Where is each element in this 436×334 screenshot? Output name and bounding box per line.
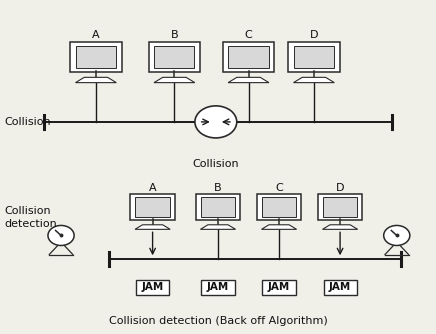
Text: JAM: JAM [268, 282, 290, 292]
FancyBboxPatch shape [262, 280, 296, 295]
FancyBboxPatch shape [70, 42, 122, 71]
FancyBboxPatch shape [223, 42, 274, 71]
Polygon shape [75, 77, 116, 82]
FancyBboxPatch shape [294, 45, 334, 68]
Polygon shape [228, 77, 269, 82]
Text: Collision
detection: Collision detection [4, 205, 57, 229]
Text: JAM: JAM [141, 282, 164, 292]
Polygon shape [154, 77, 195, 82]
FancyBboxPatch shape [262, 197, 296, 217]
Text: JAM: JAM [207, 282, 229, 292]
Text: B: B [214, 182, 222, 192]
FancyBboxPatch shape [154, 45, 194, 68]
FancyBboxPatch shape [324, 280, 357, 295]
Circle shape [384, 225, 410, 245]
Text: A: A [149, 182, 157, 192]
FancyBboxPatch shape [130, 194, 175, 220]
Text: Collision detection (Back off Algorithm): Collision detection (Back off Algorithm) [109, 316, 327, 326]
Text: Collision: Collision [193, 159, 239, 169]
Circle shape [195, 106, 237, 138]
Text: C: C [245, 30, 252, 40]
FancyBboxPatch shape [76, 45, 116, 68]
FancyBboxPatch shape [201, 197, 235, 217]
FancyBboxPatch shape [228, 45, 269, 68]
Text: JAM: JAM [329, 282, 351, 292]
FancyBboxPatch shape [136, 280, 169, 295]
FancyBboxPatch shape [149, 42, 200, 71]
Text: D: D [310, 30, 318, 40]
Polygon shape [262, 225, 296, 229]
Text: A: A [92, 30, 100, 40]
FancyBboxPatch shape [288, 42, 340, 71]
FancyBboxPatch shape [318, 194, 362, 220]
FancyBboxPatch shape [257, 194, 301, 220]
Text: B: B [170, 30, 178, 40]
FancyBboxPatch shape [201, 280, 235, 295]
Polygon shape [135, 225, 170, 229]
Polygon shape [293, 77, 334, 82]
Circle shape [48, 225, 74, 245]
FancyBboxPatch shape [196, 194, 240, 220]
FancyBboxPatch shape [323, 197, 358, 217]
Polygon shape [323, 225, 358, 229]
Text: D: D [336, 182, 344, 192]
FancyBboxPatch shape [135, 197, 170, 217]
Text: C: C [275, 182, 283, 192]
Polygon shape [201, 225, 235, 229]
Text: Collision: Collision [4, 117, 51, 127]
